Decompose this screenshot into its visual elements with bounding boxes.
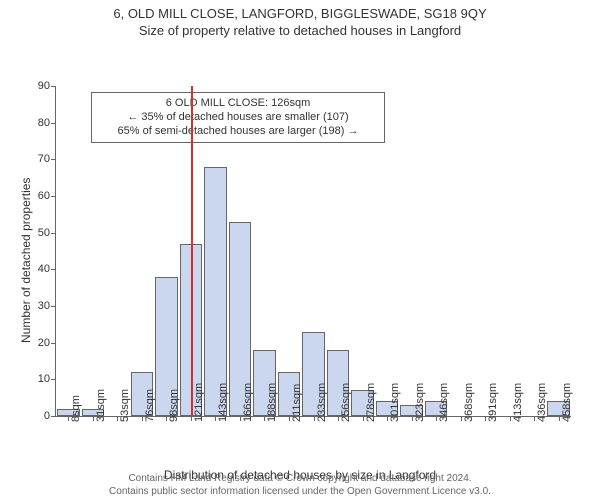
xtick (436, 416, 437, 421)
ytick-label: 60 (38, 190, 56, 202)
annotation-line1: 6 OLD MILL CLOSE: 126sqm (98, 97, 378, 111)
xtick (485, 416, 486, 421)
xtick-label: 233sqm (316, 383, 328, 422)
xtick (510, 416, 511, 421)
ytick-label: 80 (38, 117, 56, 129)
xtick-label: 98sqm (168, 389, 180, 422)
xtick-label: 301sqm (389, 383, 401, 422)
xtick (314, 416, 315, 421)
plot-area: 6 OLD MILL CLOSE: 126sqm ← 35% of detach… (55, 86, 571, 417)
ytick-label: 90 (38, 80, 56, 92)
xtick-label: 76sqm (144, 389, 156, 422)
xtick-label: 436sqm (536, 383, 548, 422)
footer: Contains HM Land Registry data © Crown c… (0, 473, 600, 498)
xtick (412, 416, 413, 421)
annotation-line3: 65% of semi-detached houses are larger (… (98, 125, 378, 139)
ytick-label: 70 (38, 153, 56, 165)
footer-line1: Contains HM Land Registry data © Crown c… (0, 473, 600, 486)
xtick-label: 8sqm (70, 395, 82, 422)
xtick-label: 143sqm (217, 383, 229, 422)
xtick-label: 121sqm (193, 383, 205, 422)
xtick (461, 416, 462, 421)
ytick-label: 40 (38, 263, 56, 275)
xtick-label: 458sqm (561, 383, 573, 422)
xtick (93, 416, 94, 421)
title-sub: Size of property relative to detached ho… (0, 23, 600, 38)
xtick (289, 416, 290, 421)
xtick-label: 368sqm (463, 383, 475, 422)
ytick-label: 10 (38, 373, 56, 385)
histogram-bar (204, 167, 227, 416)
xtick (240, 416, 241, 421)
xtick-label: 188sqm (266, 383, 278, 422)
xtick (559, 416, 560, 421)
xtick-label: 346sqm (438, 383, 450, 422)
annotation-line2: ← 35% of detached houses are smaller (10… (98, 111, 378, 125)
xtick (387, 416, 388, 421)
xtick-label: 211sqm (291, 384, 303, 422)
xtick-label: 413sqm (512, 383, 524, 422)
xtick (191, 416, 192, 421)
xtick (363, 416, 364, 421)
title-main: 6, OLD MILL CLOSE, LANGFORD, BIGGLESWADE… (0, 6, 600, 21)
yaxis-title: Number of detached properties (19, 178, 33, 343)
xtick-label: 323sqm (414, 383, 426, 422)
xtick-label: 53sqm (119, 389, 131, 422)
ytick-label: 30 (38, 300, 56, 312)
xtick-label: 31sqm (95, 389, 107, 422)
ytick-label: 20 (38, 337, 56, 349)
xtick-label: 256sqm (340, 383, 352, 422)
annotation-box: 6 OLD MILL CLOSE: 126sqm ← 35% of detach… (91, 92, 385, 143)
xtick (338, 416, 339, 421)
xtick-label: 391sqm (487, 383, 499, 422)
ytick-label: 0 (44, 410, 56, 422)
xtick (142, 416, 143, 421)
xtick-label: 166sqm (242, 383, 254, 422)
ytick-label: 50 (38, 227, 56, 239)
xtick-label: 278sqm (365, 383, 377, 422)
chart-titles: 6, OLD MILL CLOSE, LANGFORD, BIGGLESWADE… (0, 0, 600, 38)
reference-line (191, 86, 193, 416)
footer-line2: Contains public sector information licen… (0, 486, 600, 499)
